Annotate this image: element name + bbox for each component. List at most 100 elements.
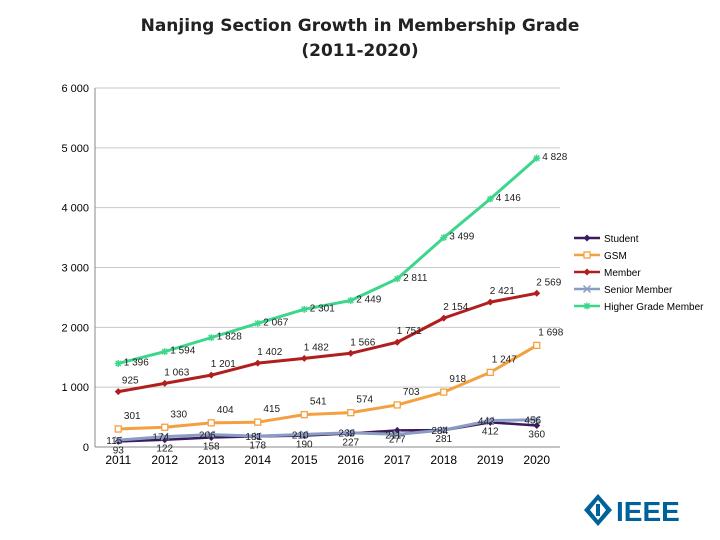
y-tick-label: 6 000 xyxy=(61,83,89,95)
data-point-higher-grade-member xyxy=(207,334,215,342)
legend: Student GSM Member Senior Member Higher Grad… xyxy=(574,234,704,313)
series-senior-member xyxy=(114,415,541,445)
data-point-gsm xyxy=(300,410,308,419)
data-point-member xyxy=(114,388,122,396)
data-point-higher-grade-member xyxy=(161,348,169,356)
data-point-member xyxy=(207,371,215,379)
series-line-member xyxy=(117,291,538,394)
data-point-student xyxy=(533,421,541,429)
data-point-member xyxy=(393,338,401,346)
series-higher-grade-member xyxy=(114,154,541,367)
data-label-gsm: 918 xyxy=(449,374,466,385)
series-gsm xyxy=(114,341,541,433)
legend-label-higher-grade-member: Higher Grade Member xyxy=(604,302,704,313)
chart-title-line1: Nanjing Section Growth in Membership Gra… xyxy=(140,16,580,36)
x-tick-label: 2011 xyxy=(105,453,131,467)
y-tick-label: 4 000 xyxy=(61,203,89,215)
data-label-member: 1 201 xyxy=(211,359,236,370)
data-label-member: 2 421 xyxy=(490,286,515,297)
data-label-student: 190 xyxy=(296,440,313,451)
x-tick-label: 2015 xyxy=(291,453,318,467)
data-label-senior-member: 210 xyxy=(292,430,309,441)
data-label-member: 1 482 xyxy=(304,342,329,353)
x-tick-label: 2012 xyxy=(151,453,178,467)
data-label-member: 1 063 xyxy=(164,367,189,378)
data-point-member xyxy=(300,354,308,362)
data-label-higher-grade-member: 1 396 xyxy=(124,357,149,368)
data-point-senior-member xyxy=(532,415,541,424)
data-label-higher-grade-member: 4 146 xyxy=(496,193,521,204)
data-label-member: 2 154 xyxy=(443,302,468,313)
series-line-higher-grade-member xyxy=(117,156,538,365)
y-tick-label: 2 000 xyxy=(61,322,89,334)
data-point-gsm xyxy=(254,418,262,426)
data-label-student: 412 xyxy=(482,426,499,437)
data-label-gsm: 330 xyxy=(170,409,187,420)
data-point-member xyxy=(254,359,262,367)
data-point-higher-grade-member xyxy=(114,359,122,367)
data-label-member: 2 569 xyxy=(536,277,561,288)
data-label-senior-member: 284 xyxy=(431,426,448,437)
x-tick-label: 2018 xyxy=(430,453,457,467)
data-point-gsm xyxy=(393,401,401,409)
data-point-member xyxy=(440,314,448,322)
x-tick-label: 2013 xyxy=(198,453,225,467)
data-label-student: 227 xyxy=(342,437,359,448)
legend-label-member: Member xyxy=(604,268,641,279)
data-label-student: 93 xyxy=(113,445,125,456)
data-label-gsm: 574 xyxy=(356,395,373,406)
data-point-senior-member xyxy=(300,430,309,439)
data-label-student: 281 xyxy=(435,434,452,445)
data-label-student: 178 xyxy=(249,440,266,451)
data-point-gsm xyxy=(347,409,355,417)
data-label-gsm: 415 xyxy=(263,404,280,415)
ieee-diamond-icon xyxy=(584,494,612,526)
data-label-higher-grade-member: 2 301 xyxy=(310,303,335,314)
legend-item-gsm: GSM xyxy=(574,251,627,262)
y-tick-label: 5 000 xyxy=(61,143,89,155)
y-tick-label: 0 xyxy=(83,442,89,454)
x-tick-label: 2020 xyxy=(523,453,550,467)
legend-item-student: Student xyxy=(574,234,639,245)
data-label-gsm: 1 247 xyxy=(492,354,517,365)
y-tick-label: 3 000 xyxy=(61,263,89,275)
x-tick-label: 2014 xyxy=(244,453,271,467)
data-label-student: 360 xyxy=(528,429,545,440)
ieee-logo-text: IEEE xyxy=(616,496,680,527)
data-point-higher-grade-member xyxy=(486,195,494,203)
data-point-member xyxy=(161,379,169,387)
data-point-higher-grade-member xyxy=(254,319,262,327)
data-point-higher-grade-member xyxy=(533,154,541,162)
data-point-senior-member xyxy=(160,432,169,441)
data-label-higher-grade-member: 1 594 xyxy=(170,346,195,357)
legend-marker-member xyxy=(583,268,591,276)
series-lines xyxy=(114,154,541,445)
data-label-member: 1 402 xyxy=(257,347,282,358)
data-label-higher-grade-member: 2 067 xyxy=(263,317,288,328)
data-point-member xyxy=(486,298,494,306)
data-point-senior-member xyxy=(253,432,262,441)
data-point-gsm xyxy=(440,388,448,396)
data-point-gsm xyxy=(207,419,215,427)
legend-label-student: Student xyxy=(604,234,639,245)
data-label-senior-member: 115 xyxy=(106,436,122,447)
ieee-logo: IEEE xyxy=(584,494,680,527)
data-point-higher-grade-member xyxy=(440,234,448,242)
legend-marker-senior-member xyxy=(582,284,592,294)
data-label-higher-grade-member: 4 828 xyxy=(542,152,567,163)
data-point-gsm xyxy=(486,368,494,377)
data-label-senior-member: 211 xyxy=(385,430,401,441)
legend-item-senior-member: Senior Member xyxy=(574,284,673,296)
data-label-student: 158 xyxy=(203,442,220,453)
y-tick-label: 1 000 xyxy=(61,382,89,394)
data-label-member: 925 xyxy=(122,376,139,387)
data-label-senior-member: 456 xyxy=(524,416,541,427)
data-label-senior-member: 181 xyxy=(245,432,262,443)
legend-item-member: Member xyxy=(574,268,641,279)
data-point-higher-grade-member xyxy=(393,275,401,283)
data-label-gsm: 301 xyxy=(124,411,141,422)
data-point-member xyxy=(533,289,541,297)
data-label-student: 122 xyxy=(156,444,173,455)
legend-label-senior-member: Senior Member xyxy=(604,285,673,296)
